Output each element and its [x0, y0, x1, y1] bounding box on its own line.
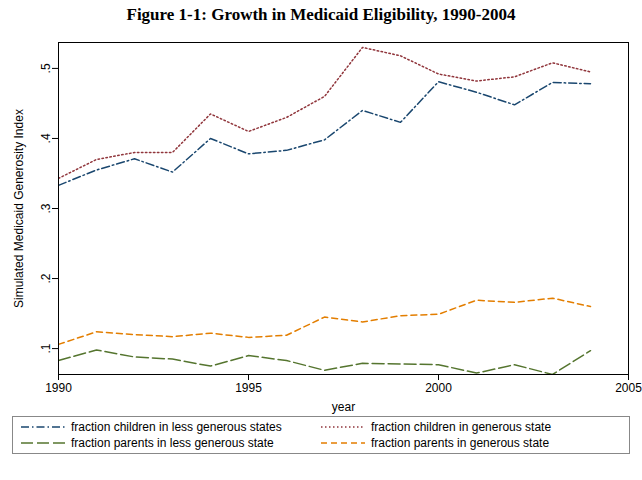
html-text:fraction parents in generous s: fraction parents in generous state: [371, 436, 550, 450]
html-text:fraction children in generous: fraction children in generous state: [371, 420, 552, 434]
svg-text:.3: .3: [39, 203, 53, 213]
svg-text:year: year: [332, 400, 355, 414]
html-text:Figure 1-1: Growth in Medicaid: Figure 1-1: Growth in Medicaid Eligibili…: [126, 5, 516, 24]
svg-text:1995: 1995: [235, 381, 262, 395]
svg-text:Simulated Medicaid Generosity: Simulated Medicaid Generosity Index: [12, 109, 26, 308]
svg-text:.5: .5: [39, 63, 53, 73]
svg-text:.4: .4: [39, 133, 53, 143]
svg-text:2005: 2005: [615, 381, 642, 395]
html-text:fraction parents in less gener: fraction parents in less generous state: [71, 436, 274, 450]
html-text:fraction children in less gene: fraction children in less generous state…: [71, 420, 282, 434]
svg-text:.2: .2: [39, 273, 53, 283]
svg-text:1990: 1990: [45, 381, 72, 395]
svg-text:.1: .1: [39, 343, 53, 353]
svg-text:2000: 2000: [425, 381, 452, 395]
